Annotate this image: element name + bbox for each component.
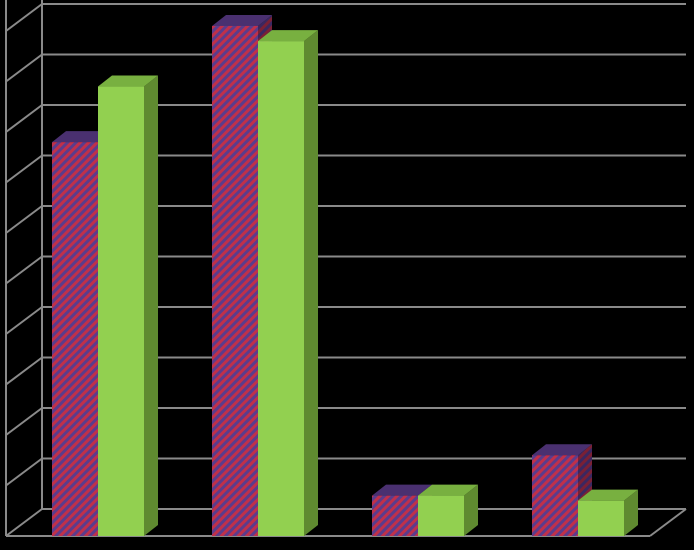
bar-front xyxy=(578,500,624,536)
gridline-side xyxy=(5,205,43,234)
bar-s2-c4 xyxy=(578,489,638,536)
gridline-side xyxy=(5,306,43,335)
bar-front xyxy=(258,41,304,536)
bar-front xyxy=(372,495,418,536)
bar-top xyxy=(418,484,478,496)
gridline-side xyxy=(5,457,43,487)
bar-s2-c2 xyxy=(258,30,318,536)
bar-front xyxy=(212,25,258,536)
bar-top xyxy=(52,131,112,143)
bar-front xyxy=(418,495,464,536)
bar-side xyxy=(464,484,478,536)
bar-side xyxy=(304,30,318,536)
gridline-side xyxy=(5,407,43,436)
bar-top xyxy=(372,484,432,496)
bar-front xyxy=(532,455,578,536)
floor-right xyxy=(649,508,687,537)
gridline-side xyxy=(5,3,43,32)
gridline-side xyxy=(5,508,43,537)
gridline-side xyxy=(5,255,43,285)
bar-top xyxy=(258,30,318,42)
bar-s2-c1 xyxy=(98,75,158,537)
bar-front xyxy=(52,142,98,536)
gridline-side xyxy=(5,356,43,386)
bars xyxy=(52,14,638,537)
bar-top xyxy=(212,14,272,26)
bar-side xyxy=(144,75,158,537)
bar-top xyxy=(578,489,638,501)
bar-side xyxy=(624,489,638,536)
bar-front xyxy=(98,86,144,537)
gridline-side xyxy=(5,104,43,133)
gridline-side xyxy=(5,53,43,83)
gridline-side xyxy=(5,154,43,184)
bar-s2-c3 xyxy=(418,484,478,536)
bar-top xyxy=(532,444,592,456)
bar-top xyxy=(98,75,158,87)
